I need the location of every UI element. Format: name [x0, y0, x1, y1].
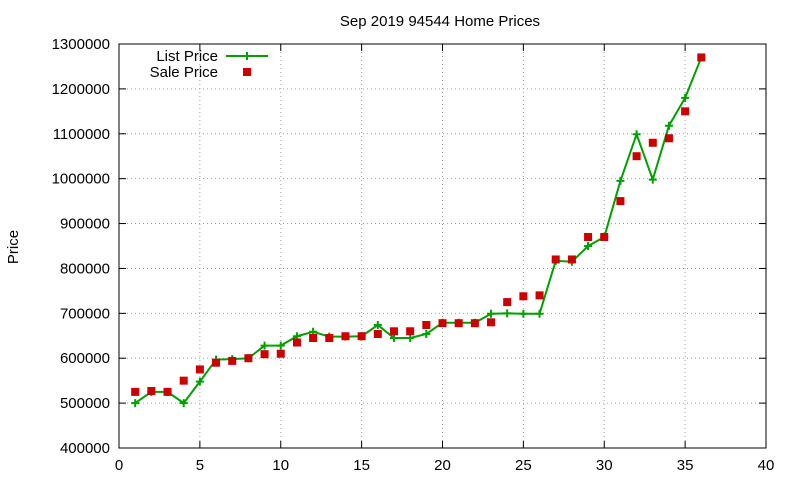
x-tick-label: 40	[758, 457, 775, 474]
grid-lines	[119, 44, 766, 448]
sale-price-point	[535, 291, 544, 300]
list-price-point	[276, 341, 285, 350]
legend-marker-list-price	[243, 52, 251, 60]
sale-price-point	[357, 332, 366, 341]
sale-price-point	[212, 358, 221, 367]
sale-price-point	[648, 138, 657, 147]
sale-price-point	[697, 53, 706, 62]
sale-price-point	[519, 292, 528, 301]
y-tick-label: 500000	[60, 395, 110, 412]
sale-price-point	[567, 255, 576, 264]
x-tick-label: 0	[115, 457, 123, 474]
sale-price-point	[131, 387, 140, 396]
list-price-point	[535, 309, 544, 318]
sale-price-point	[325, 334, 334, 343]
list-price-point	[487, 309, 496, 318]
sale-price-point	[422, 321, 431, 330]
sale-price-point	[292, 338, 301, 347]
sale-price-point	[600, 233, 609, 242]
legend-marker-sale-price	[243, 68, 251, 76]
sale-price-point	[389, 327, 398, 336]
list-price-point	[373, 321, 382, 330]
y-tick-label: 1100000	[53, 126, 110, 143]
sale-price-point	[551, 255, 560, 264]
y-tick-label: 1300000	[52, 36, 110, 53]
y-tick-label: 900000	[60, 216, 110, 233]
x-tick-label: 30	[596, 457, 613, 474]
y-tick-label: 1000000	[52, 171, 110, 188]
y-tick-label: 600000	[60, 350, 110, 367]
sale-price-point	[309, 334, 318, 343]
list-price-point	[664, 121, 673, 130]
x-tick-label: 25	[515, 457, 532, 474]
list-price-point	[179, 399, 188, 408]
list-price-line	[134, 57, 703, 405]
sale-price-point	[487, 318, 496, 327]
list-price-point	[406, 334, 415, 343]
sale-price-point	[373, 329, 382, 338]
x-tick-label: 10	[272, 457, 289, 474]
sale-price-point	[470, 319, 479, 328]
sale-price-point	[406, 327, 415, 336]
y-tick-label: 1200000	[52, 81, 110, 98]
x-tick-label: 15	[353, 457, 370, 474]
chart-title: Sep 2019 94544 Home Prices	[340, 13, 540, 30]
y-axis-label: Price	[5, 230, 22, 264]
list-price-point	[632, 130, 641, 139]
sale-price-point	[228, 356, 237, 365]
list-price-point	[681, 93, 690, 102]
sale-price-point	[179, 376, 188, 385]
list-price-point	[584, 242, 593, 250]
y-tick-label: 400000	[60, 440, 110, 457]
legend-label-sale-price: Sale Price	[150, 64, 218, 81]
list-price-point	[260, 341, 269, 350]
sale-price-point	[454, 319, 463, 328]
x-tick-label: 5	[196, 457, 204, 474]
list-price-point	[131, 399, 140, 408]
x-tick-label: 35	[677, 457, 694, 474]
list-price-point	[519, 309, 528, 318]
sale-price-point	[244, 354, 253, 363]
sale-price-point	[341, 332, 350, 341]
sale-price-point	[632, 152, 641, 161]
sale-price-point	[616, 197, 625, 206]
axes: 0 5 10 15 20 25 30 35 40 400000 500000 600000 700000…	[52, 36, 775, 474]
sale-price-point	[260, 350, 269, 359]
sale-price-point	[438, 319, 447, 328]
x-tick-label: 20	[434, 457, 451, 474]
y-tick-label: 800000	[60, 260, 110, 277]
sale-price-point	[147, 386, 156, 395]
list-price-point	[503, 309, 512, 318]
list-price-point	[422, 329, 431, 338]
list-price-point	[389, 334, 398, 343]
list-price-point	[648, 175, 657, 184]
sale-price-point	[195, 365, 204, 374]
sale-price-point	[163, 387, 172, 396]
sale-price-point	[503, 298, 512, 307]
y-tick-label: 700000	[60, 305, 110, 322]
series-area	[131, 53, 706, 408]
sale-price-point	[664, 134, 673, 143]
sale-price-point	[584, 233, 593, 242]
sale-price-point	[276, 349, 285, 358]
list-price-point	[195, 377, 204, 386]
sale-price-point	[681, 107, 690, 116]
legend-label-list-price: List Price	[156, 48, 218, 65]
list-price-point	[616, 176, 625, 185]
